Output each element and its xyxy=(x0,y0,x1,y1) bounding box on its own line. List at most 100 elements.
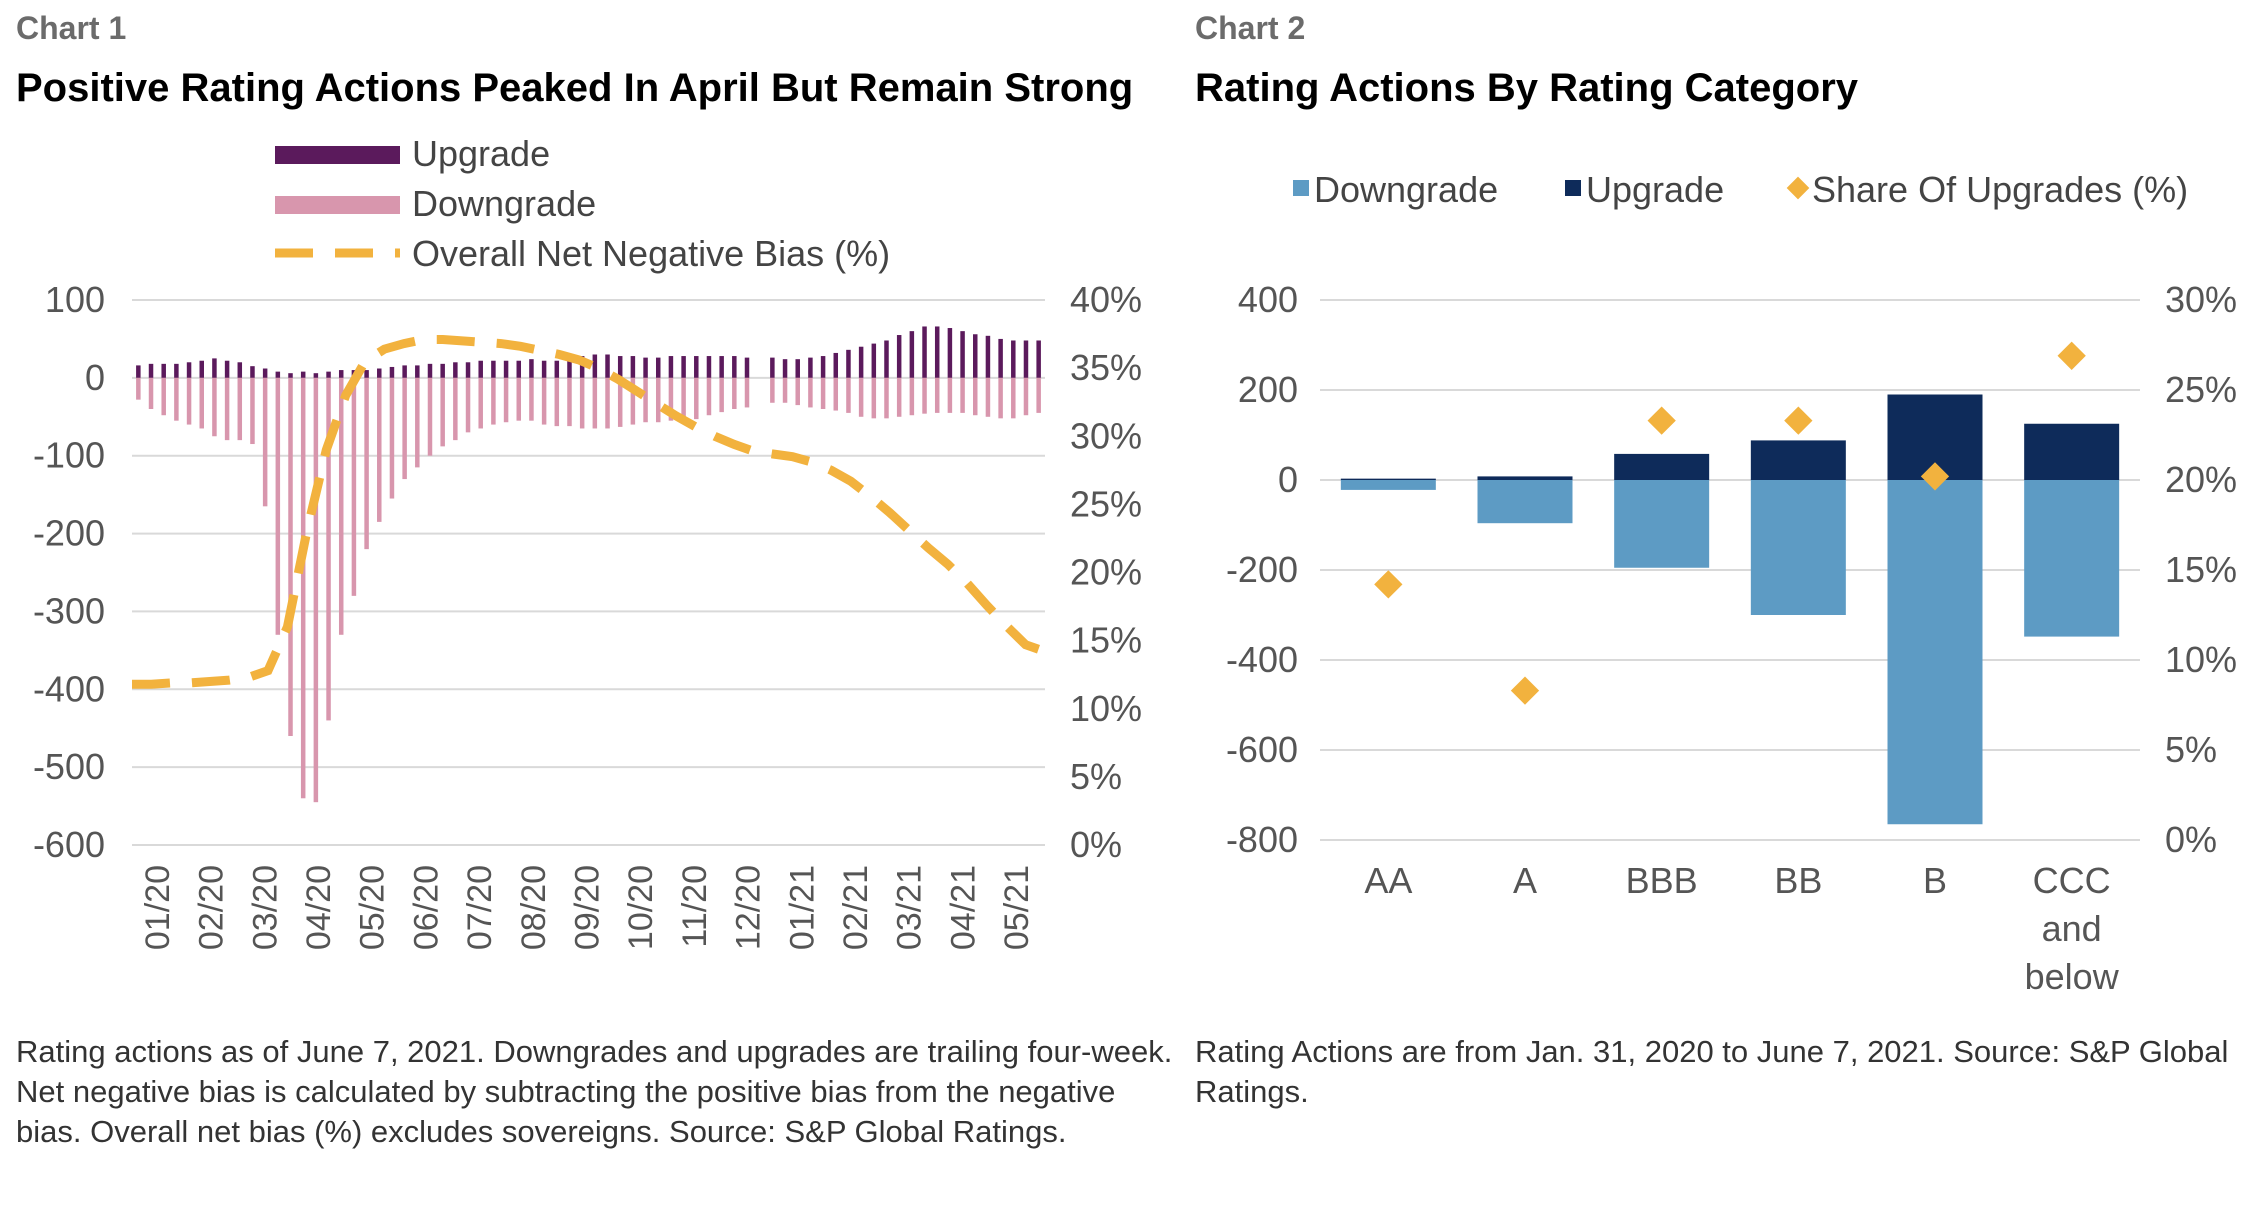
y-right-tick-label: 15% xyxy=(1070,620,1142,661)
upgrade-bar xyxy=(960,331,965,378)
downgrade-bar xyxy=(985,377,991,417)
upgrade-bar xyxy=(186,362,192,378)
legend-share-swatch xyxy=(1786,176,1810,200)
downgrade-bar xyxy=(427,377,433,456)
y-left-tick-label: -600 xyxy=(1226,729,1298,770)
upgrade-bar xyxy=(377,368,382,378)
downgrade-bar xyxy=(567,377,572,427)
downgrade-bar xyxy=(909,377,915,416)
y-right-tick-label: 25% xyxy=(2165,369,2237,410)
downgrade-bar xyxy=(744,377,750,408)
downgrade-bar xyxy=(199,377,204,429)
downgrade-bar xyxy=(706,377,712,416)
downgrade-bar xyxy=(478,377,483,429)
y-right-tick-label: 35% xyxy=(1070,347,1142,388)
x-tick-label: 01/20 xyxy=(139,865,177,950)
downgrade-bar xyxy=(795,377,800,406)
downgrade-bar xyxy=(529,377,534,421)
x-tick-label: 12/20 xyxy=(730,865,768,950)
y-left-tick-label: 400 xyxy=(1238,279,1298,320)
y-left-tick-label: 0 xyxy=(85,357,105,398)
downgrade-bar xyxy=(1340,480,1436,490)
downgrade-bar xyxy=(630,377,636,425)
share-marker xyxy=(1784,406,1813,435)
downgrade-bar xyxy=(1477,480,1573,524)
upgrade-bar xyxy=(161,363,166,378)
upgrade-bar xyxy=(668,356,674,378)
downgrade-bar xyxy=(871,377,877,419)
upgrade-bar xyxy=(782,359,788,378)
share-marker xyxy=(1647,406,1676,435)
upgrade-bar xyxy=(554,360,560,378)
upgrade-bar xyxy=(922,326,927,378)
upgrade-bar xyxy=(934,326,940,378)
chart1-title: Positive Rating Actions Peaked In April … xyxy=(16,66,1134,110)
upgrade-bar xyxy=(871,343,877,378)
downgrade-bar xyxy=(884,377,889,419)
x-tick-label: 03/20 xyxy=(246,865,284,950)
upgrade-bar xyxy=(973,334,978,378)
legend-bias-label: Overall Net Negative Bias (%) xyxy=(412,233,890,274)
x-tick-label: 04/21 xyxy=(944,865,982,950)
downgrade-bar xyxy=(694,377,699,420)
x-tick-label: 07/20 xyxy=(461,865,499,950)
downgrade-bar xyxy=(136,377,141,400)
upgrade-bar xyxy=(364,370,369,378)
chart2-label: Chart 2 xyxy=(1195,10,1306,46)
downgrade-bar xyxy=(592,377,598,429)
legend-downgrade-swatch xyxy=(1293,180,1309,196)
downgrade-bar xyxy=(896,377,902,417)
x-tick-label: 10/20 xyxy=(622,865,660,950)
y-left-tick-label: -200 xyxy=(1226,549,1298,590)
upgrade-bar xyxy=(947,328,953,378)
y-left-tick-label: -500 xyxy=(33,746,105,787)
downgrade-bar xyxy=(174,377,179,421)
y-left-tick-label: -100 xyxy=(33,435,105,476)
upgrade-bar xyxy=(909,331,915,378)
legend-upgrade-label: Upgrade xyxy=(412,133,550,174)
downgrade-bar xyxy=(998,377,1003,419)
upgrade-bar xyxy=(567,359,572,378)
legend-upgrade-label: Upgrade xyxy=(1586,169,1724,210)
x-tick-label: 09/20 xyxy=(569,865,607,950)
share-marker xyxy=(1920,462,1950,491)
upgrade-bar xyxy=(224,360,230,378)
downgrade-bar xyxy=(453,377,458,441)
upgrade-bar xyxy=(846,349,851,378)
downgrade-bar xyxy=(300,377,306,799)
downgrade-bar xyxy=(617,377,623,427)
x-tick-label: 03/21 xyxy=(891,865,929,950)
x-tick-label: 08/20 xyxy=(515,865,553,950)
upgrade-bar xyxy=(694,356,699,378)
downgrade-bar xyxy=(364,377,369,550)
y-right-tick-label: 5% xyxy=(2165,729,2217,770)
downgrade-bar xyxy=(237,377,243,441)
downgrade-bar xyxy=(554,377,560,427)
upgrade-bar xyxy=(516,360,522,378)
legend-share-label: Share Of Upgrades (%) xyxy=(1812,169,2188,210)
upgrade-bar xyxy=(579,356,585,378)
upgrade-bar xyxy=(1023,340,1029,378)
downgrade-bar xyxy=(858,377,864,417)
y-left-tick-label: -800 xyxy=(1226,819,1298,860)
downgrade-bar xyxy=(402,377,407,480)
downgrade-bar xyxy=(579,377,585,429)
chart2-note: Rating Actions are from Jan. 31, 2020 to… xyxy=(1195,1034,2229,1109)
upgrade-bar xyxy=(2024,423,2120,480)
y-right-tick-label: 20% xyxy=(1070,552,1142,593)
downgrade-bar xyxy=(719,377,724,413)
category-label: and xyxy=(2042,908,2102,949)
y-right-tick-label: 30% xyxy=(1070,415,1142,456)
x-tick-label: 02/20 xyxy=(193,865,231,950)
downgrade-bar xyxy=(148,377,154,409)
y-right-tick-label: 30% xyxy=(2165,279,2237,320)
downgrade-bar xyxy=(820,377,826,409)
y-left-tick-label: 100 xyxy=(45,279,105,320)
upgrade-bar xyxy=(300,371,306,378)
downgrade-bar xyxy=(275,377,281,635)
downgrade-bar xyxy=(262,377,268,507)
upgrade-bar xyxy=(858,346,864,378)
upgrade-bar xyxy=(985,335,991,378)
y-left-tick-label: -300 xyxy=(33,590,105,631)
downgrade-bar xyxy=(541,377,547,425)
